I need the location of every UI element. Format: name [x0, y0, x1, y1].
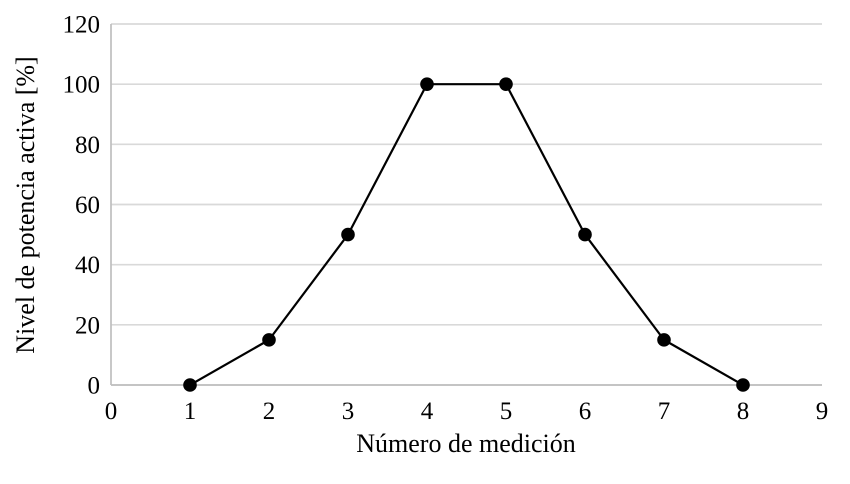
x-tick-label: 4 [421, 398, 434, 425]
y-tick-label: 0 [88, 373, 101, 400]
x-tick-label: 8 [737, 398, 750, 425]
y-tick-label: 120 [63, 12, 101, 39]
x-tick-label: 9 [816, 398, 829, 425]
y-tick-label: 80 [75, 132, 100, 159]
x-tick-label: 0 [105, 398, 118, 425]
x-tick-label: 7 [658, 398, 671, 425]
x-tick-label: 3 [342, 398, 355, 425]
data-point [262, 333, 276, 347]
x-tick-label: 1 [184, 398, 197, 425]
axes [110, 24, 822, 386]
x-tick-label: 5 [500, 398, 513, 425]
data-line [189, 83, 744, 386]
data-point [183, 378, 197, 392]
data-point [736, 378, 750, 392]
x-tick-label: 6 [579, 398, 592, 425]
data-series [183, 77, 750, 392]
y-tick-label: 40 [75, 252, 100, 279]
data-point [420, 77, 434, 91]
gridlines [111, 23, 822, 386]
y-tick-label: 100 [63, 72, 101, 99]
x-axis-title: Número de medición [356, 429, 576, 458]
data-point [578, 227, 592, 242]
data-point [341, 227, 355, 242]
y-tick-labels: 0 20 40 60 80 100 120 [63, 12, 101, 400]
y-axis-title: Nivel de potencia activa [%] [11, 56, 40, 353]
x-tick-label: 2 [263, 398, 276, 425]
data-point [499, 77, 513, 91]
data-point [657, 333, 671, 347]
x-tick-labels: 0 1 2 3 4 5 6 7 8 9 [105, 398, 829, 425]
y-tick-label: 60 [75, 192, 100, 219]
y-tick-label: 20 [75, 312, 100, 339]
